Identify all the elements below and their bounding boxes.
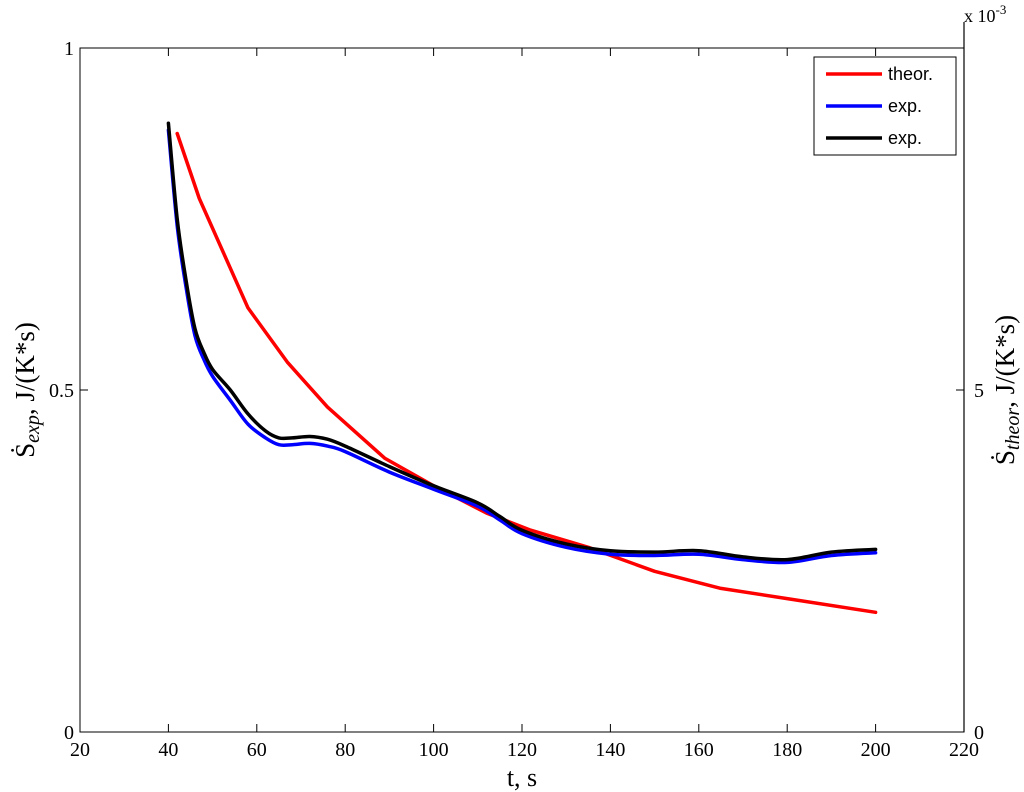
legend-label: exp. [888, 96, 922, 116]
series-group [166, 121, 878, 615]
x-tick-label: 200 [861, 739, 891, 761]
series-line-2 [166, 121, 878, 562]
legend-label: theor. [888, 64, 933, 84]
x-tick-label: 20 [70, 739, 90, 761]
y-axis-right-ticks: 05 [956, 47, 984, 744]
x-axis-ticks: 20 40 60 80 100 120 140 160 180 200 220 [70, 48, 979, 761]
x-tick-label: 120 [507, 739, 537, 761]
y-right-tick-label: 0 [974, 722, 984, 744]
y-left-tick-label: 0.5 [49, 380, 74, 402]
y-right-tick-label: 5 [974, 380, 984, 402]
x-tick-label: 220 [949, 739, 979, 761]
legend: theor. exp. exp. [813, 56, 957, 156]
y-axis-left-ticks: 00.51 [49, 38, 88, 744]
y-left-tick-label: 0 [64, 722, 74, 744]
y-axis-right-label: Ṡtheor, J/(K*s) [990, 315, 1024, 465]
right-axis-multiplier: x 10-3 [964, 2, 1006, 26]
x-tick-label: 80 [335, 739, 355, 761]
x-axis-label: t, s [507, 763, 537, 792]
x-tick-label: 180 [772, 739, 802, 761]
series-line-1 [166, 128, 878, 565]
plot-area [79, 47, 965, 733]
x-tick-label: 60 [247, 739, 267, 761]
x-tick-label: 40 [158, 739, 178, 761]
y-axis-left-label: Ṡexp, J/(K*s) [10, 322, 44, 458]
x-tick-label: 160 [684, 739, 714, 761]
y-left-tick-label: 1 [64, 38, 74, 60]
x-tick-label: 100 [419, 739, 449, 761]
x-tick-label: 140 [595, 739, 625, 761]
legend-label: exp. [888, 128, 922, 148]
